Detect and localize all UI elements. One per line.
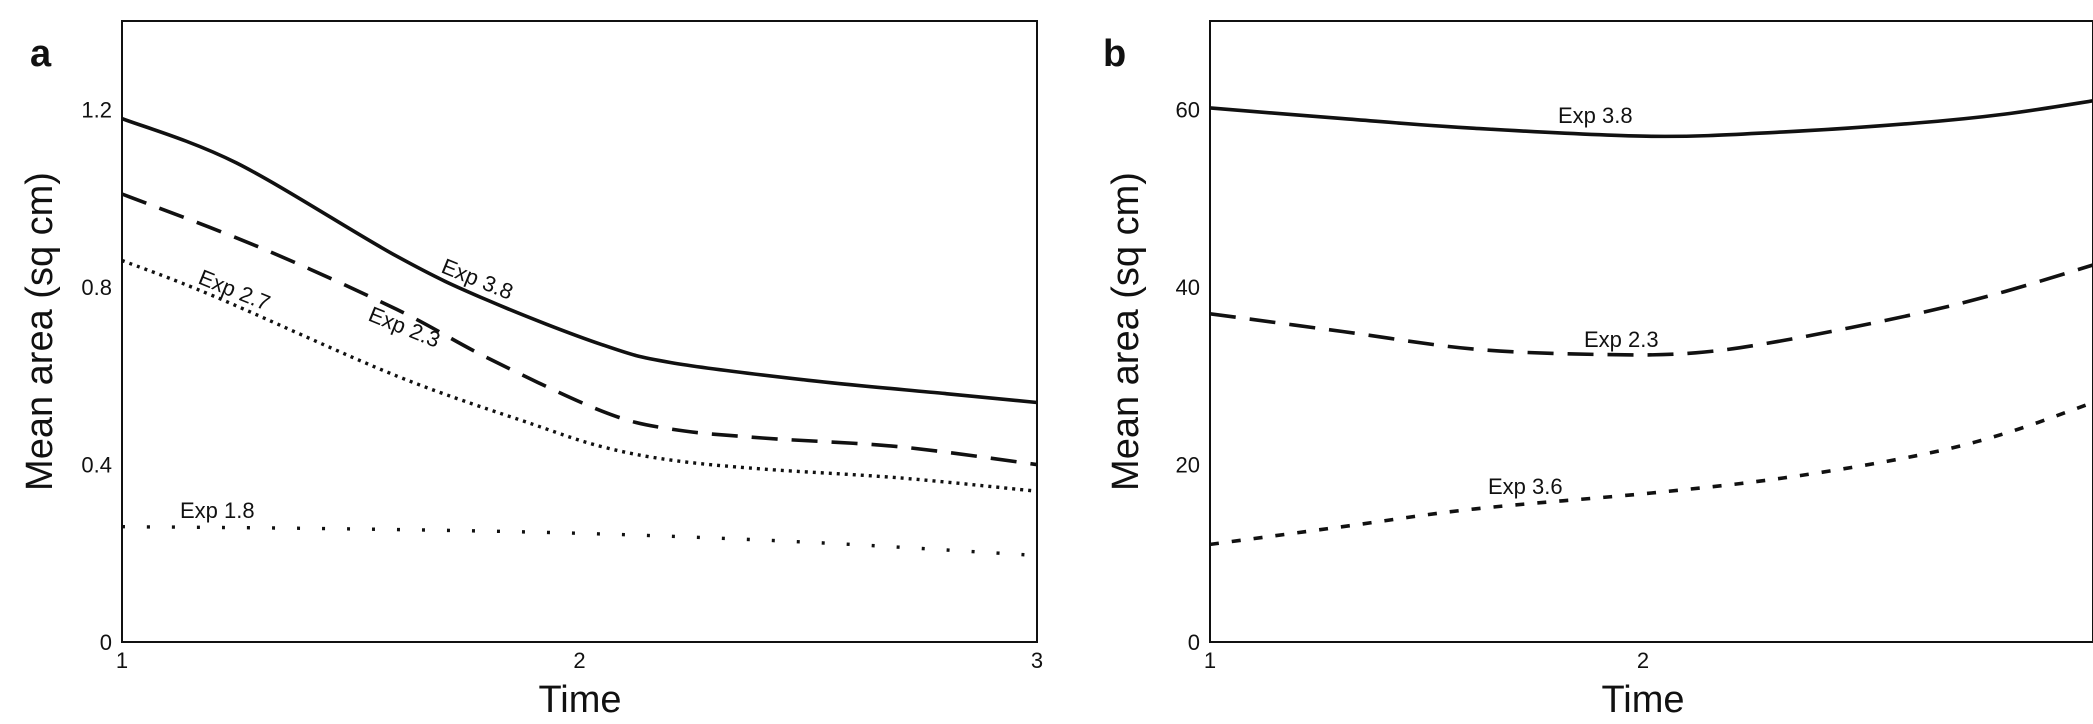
series-line-exp-3-8 <box>1210 99 2093 139</box>
series-label: Exp 2.7 <box>195 264 274 315</box>
series-label: Exp 3.8 <box>1558 103 1633 128</box>
y-tick-label: 1.2 <box>81 98 112 123</box>
plot-frame <box>1209 20 2093 643</box>
x-axis-title: Time <box>538 679 621 721</box>
x-axis-title: Time <box>1601 679 1684 721</box>
y-tick-label: 0.8 <box>81 275 112 300</box>
y-axis-title: Mean area (sq cm) <box>1105 172 1147 491</box>
series-label: Exp 2.3 <box>365 301 444 352</box>
series-line-exp-3-8 <box>122 116 1037 405</box>
y-tick-label: 40 <box>1176 275 1200 300</box>
y-tick-label: 20 <box>1176 453 1200 478</box>
x-tick-label: 1 <box>116 648 128 673</box>
plot-frame <box>121 20 1038 643</box>
x-tick-label: 1 <box>1204 648 1216 673</box>
series-line-exp-3-6 <box>1210 400 2093 547</box>
y-tick-label: 0.4 <box>81 453 112 478</box>
x-tick-label: 2 <box>1637 648 1649 673</box>
series-line-exp-2-7 <box>122 258 1037 493</box>
series-label: Exp 3.6 <box>1488 474 1563 499</box>
y-axis-title: Mean area (sq cm) <box>19 172 61 491</box>
x-tick-label: 2 <box>573 648 585 673</box>
series-label: Exp 2.3 <box>1584 327 1659 352</box>
chart-panel-b: b 0 20 40 60 1 2 Time Mean area (sq cm) Exp 3.8 Ex… <box>1103 20 2093 721</box>
y-tick-label: 60 <box>1176 98 1200 123</box>
x-tick-label: 3 <box>1031 648 1043 673</box>
panel-label: a <box>30 33 52 75</box>
y-tick-label: 0 <box>1188 630 1200 655</box>
series-line-exp-2-3 <box>1210 263 2093 357</box>
series-label: Exp 1.8 <box>180 498 255 523</box>
series-line-exp-1-8 <box>122 525 1037 558</box>
panel-label: b <box>1103 33 1126 75</box>
series-line-exp-2-3 <box>122 192 1037 467</box>
y-tick-label: 0 <box>100 630 112 655</box>
